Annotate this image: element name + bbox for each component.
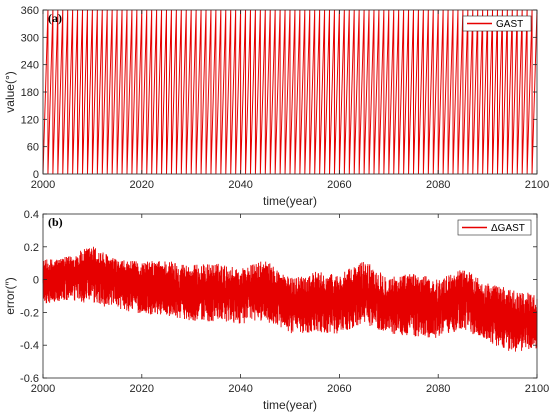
panel-b-ytick-label: 0.4 — [24, 209, 39, 221]
panel-a-xtick-label: 2040 — [228, 179, 252, 191]
panel-a-ytick-label: 120 — [21, 114, 39, 126]
panel-a-xlabel: time(year) — [263, 194, 317, 208]
delta-gast-series-line — [42, 246, 538, 352]
panel-a-ylabel: value(°) — [3, 71, 17, 112]
panel-a: 2000 2020 2040 2060 2080 2100 0 60 120 180 240 300 3… — [3, 5, 549, 208]
panel-a-legend-label: GAST — [496, 19, 523, 30]
panel-a-ytick-label: 240 — [21, 60, 39, 72]
panel-b-xtick-label: 2000 — [31, 383, 55, 395]
panel-b-legend: ΔGAST — [457, 219, 532, 236]
panel-a-xtick-label: 2060 — [327, 179, 351, 191]
panel-b-ytick-label: 0.2 — [24, 242, 39, 254]
panel-b-label: (b) — [48, 215, 63, 229]
panel-a-legend-box — [462, 15, 532, 32]
panel-a-xtick-label: 2080 — [426, 179, 450, 191]
panel-b-ytick-label: -0.4 — [20, 340, 39, 352]
panel-b-legend-box — [457, 219, 532, 236]
panel-b-ylabel: error(″) — [3, 277, 17, 315]
panel-b: 2000 2020 2040 2060 2080 2100 -0.6 -0.4 -0.2 0 0.2… — [3, 209, 549, 412]
panel-b-ytick-label: -0.6 — [20, 373, 39, 385]
panel-b-ytick-label: -0.2 — [20, 307, 39, 319]
panel-a-xtick-label: 2100 — [525, 179, 549, 191]
panel-a-ytick-label: 180 — [21, 87, 39, 99]
panel-a-ytick-label: 0 — [33, 169, 39, 181]
panel-b-xtick-label: 2040 — [228, 383, 252, 395]
delta-gast-series-group — [42, 246, 538, 352]
panel-b-xtick-label: 2080 — [426, 383, 450, 395]
panel-a-xtick-label: 2000 — [31, 179, 55, 191]
panel-b-xlabel: time(year) — [263, 398, 317, 412]
panel-a-label: (a) — [48, 11, 62, 25]
panel-b-xtick-label: 2020 — [130, 383, 154, 395]
panel-a-ytick-label: 60 — [27, 142, 39, 154]
panel-a-legend: GAST — [462, 15, 532, 32]
gast-series-group — [42, 9, 538, 175]
panel-a-xtick-label: 2020 — [130, 179, 154, 191]
panel-b-xtick-label: 2060 — [327, 383, 351, 395]
panel-a-ytick-label: 300 — [21, 32, 39, 44]
panel-a-ticks: 2000 2020 2040 2060 2080 2100 0 60 120 180 240 300 3… — [21, 5, 550, 191]
panel-a-ytick-label: 360 — [21, 5, 39, 17]
panel-b-legend-label: ΔGAST — [491, 223, 525, 234]
panel-b-ticks: 2000 2020 2040 2060 2080 2100 -0.6 -0.4 -0.2 0 0.2… — [20, 209, 549, 395]
panel-b-frame — [42, 213, 538, 379]
panel-b-xtick-label: 2100 — [525, 383, 549, 395]
panel-b-ytick-label: 0 — [33, 275, 39, 287]
gast-series-line — [42, 9, 538, 175]
